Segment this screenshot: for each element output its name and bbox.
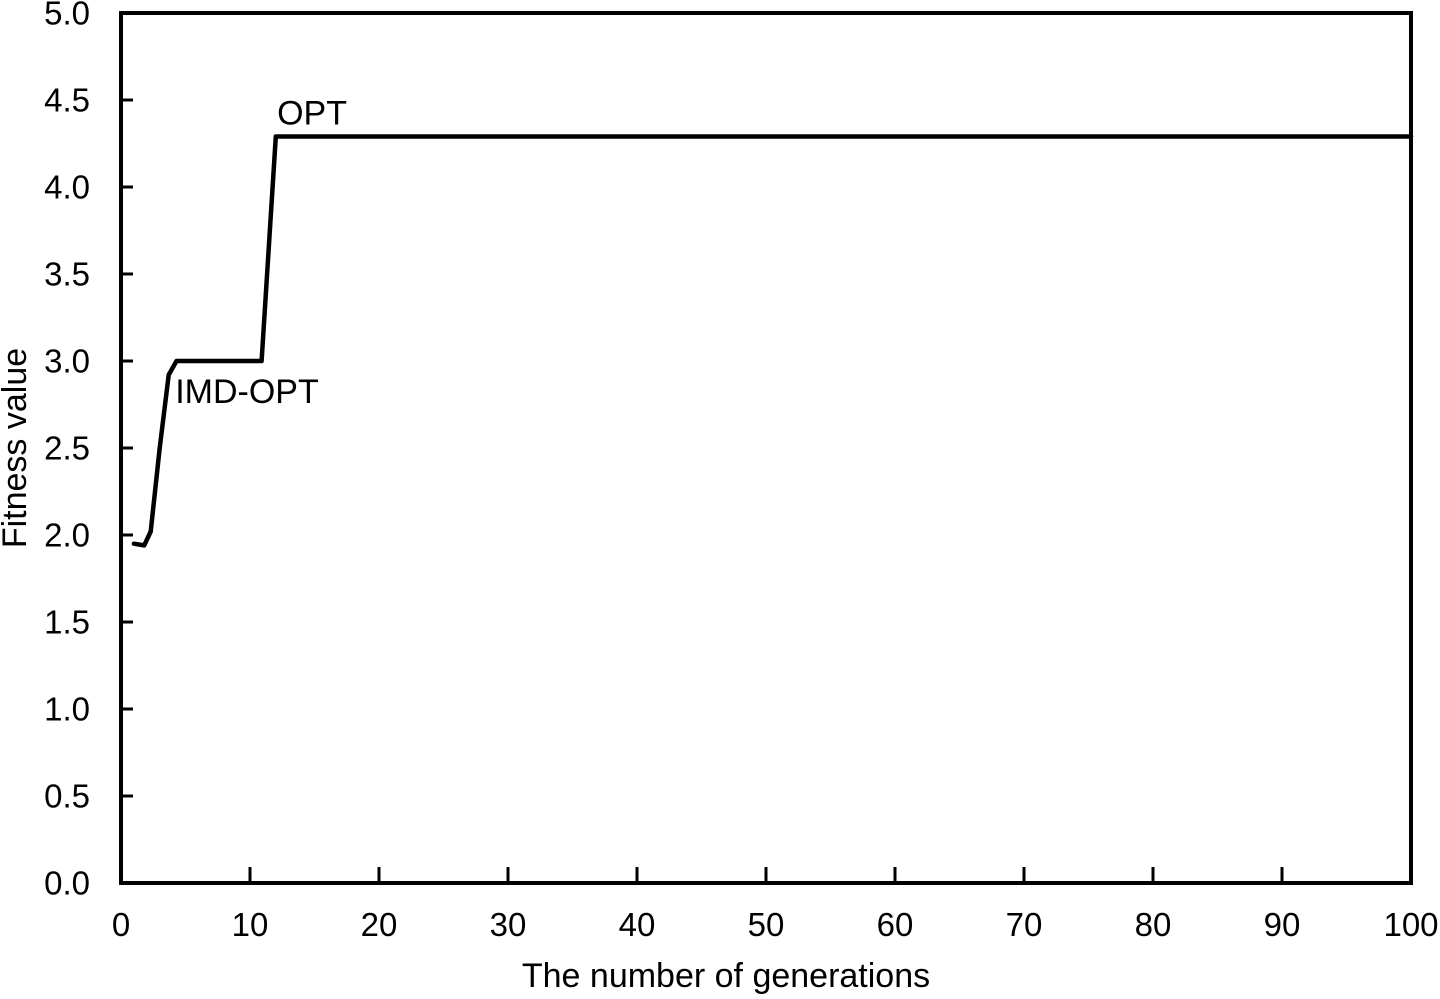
- y-tick-label: 5.0: [44, 0, 90, 32]
- y-axis-title: Fitness value: [0, 348, 34, 548]
- x-tick-label: 0: [112, 906, 130, 943]
- annotation-opt: OPT: [277, 94, 347, 132]
- plot-border: [119, 11, 1413, 885]
- y-tick-label: 3.5: [44, 256, 90, 293]
- x-tick-label: 90: [1264, 906, 1301, 943]
- y-axis-ticks: [119, 11, 133, 885]
- x-tick-label: 10: [232, 906, 269, 943]
- x-tick-label: 100: [1383, 906, 1438, 943]
- series-line: [131, 134, 1414, 548]
- annotation-imd-opt: IMD-OPT: [175, 373, 319, 411]
- y-tick-label: 4.5: [44, 82, 90, 119]
- x-axis-tick-labels: 0 10 20 30 40 50 60 70 80 90 100: [112, 906, 1439, 943]
- x-tick-label: 50: [748, 906, 785, 943]
- y-tick-label: 0.0: [44, 865, 90, 902]
- x-axis-ticks: [119, 867, 1413, 885]
- x-tick-label: 20: [361, 906, 398, 943]
- x-tick-label: 70: [1006, 906, 1043, 943]
- x-tick-label: 30: [490, 906, 527, 943]
- x-axis-title: The number of generations: [522, 957, 930, 995]
- y-axis-tick-labels: 0.0 0.5 1.0 1.5 2.0 2.5 3.0 3.5 4.0 4.5 5.0: [44, 0, 90, 902]
- y-tick-label: 2.5: [44, 430, 90, 467]
- x-tick-label: 40: [619, 906, 656, 943]
- x-tick-label: 60: [877, 906, 914, 943]
- y-tick-label: 4.0: [44, 169, 90, 206]
- y-tick-label: 0.5: [44, 778, 90, 815]
- y-tick-label: 2.0: [44, 517, 90, 554]
- y-tick-label: 1.0: [44, 691, 90, 728]
- y-tick-label: 1.5: [44, 604, 90, 641]
- y-tick-label: 3.0: [44, 343, 90, 380]
- x-tick-label: 80: [1135, 906, 1172, 943]
